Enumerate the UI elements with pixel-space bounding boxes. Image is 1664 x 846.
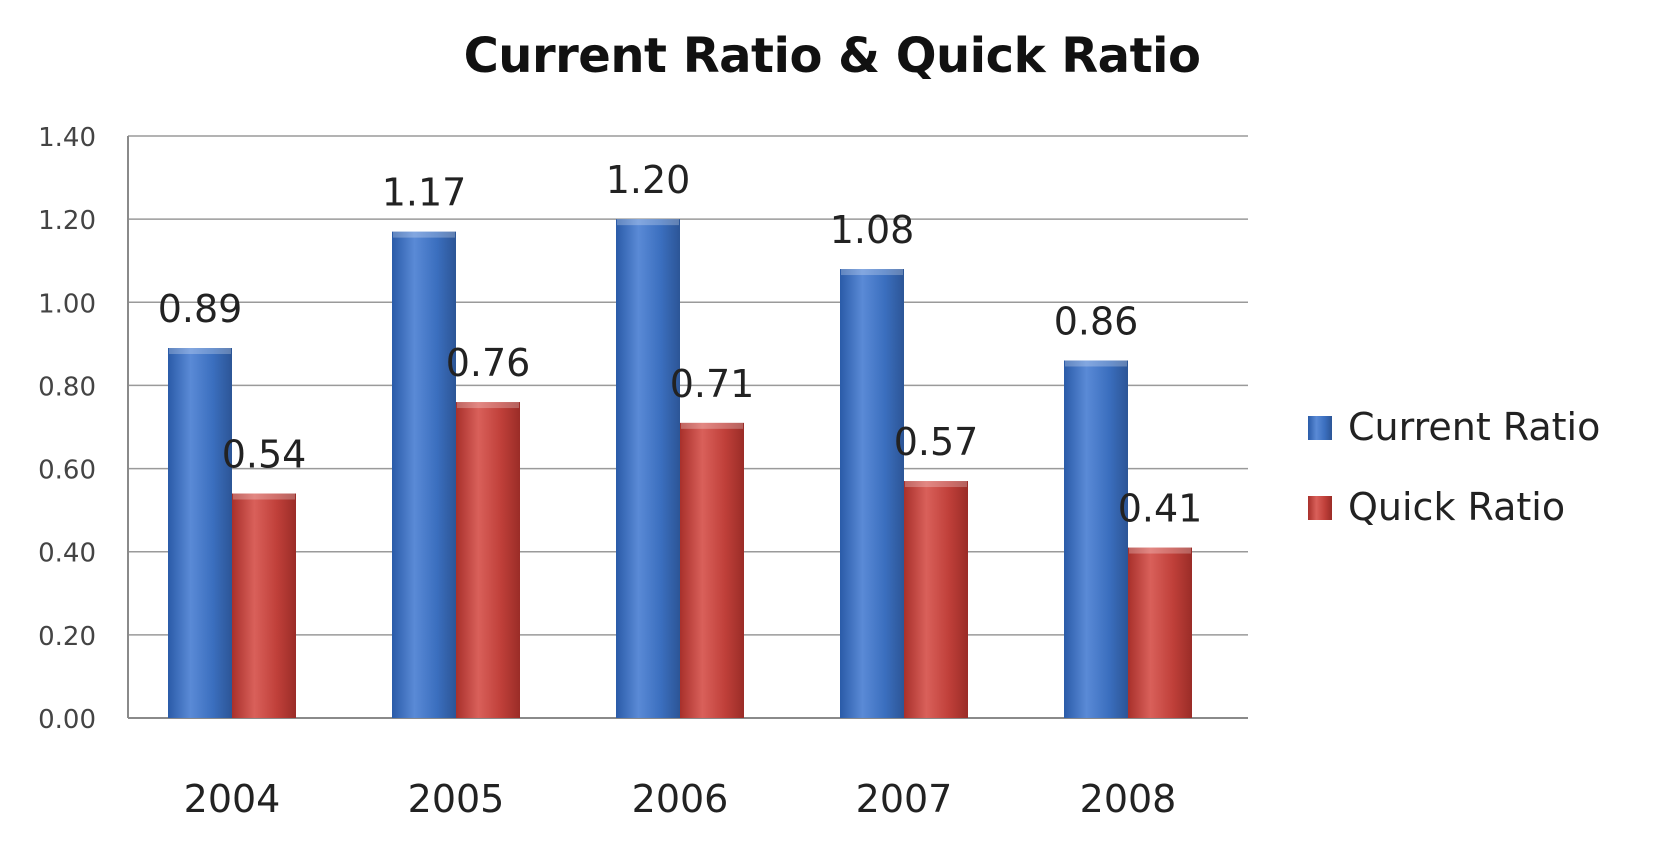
bar-top-highlight: [233, 493, 295, 500]
bar-top-highlight: [617, 219, 679, 226]
bar-top-highlight: [905, 481, 967, 488]
y-tick-label: 0.80: [38, 372, 96, 402]
data-label: 0.41: [1118, 487, 1203, 531]
bar-top-highlight: [169, 348, 231, 355]
y-tick-label: 1.40: [38, 123, 96, 153]
y-tick-label: 1.00: [38, 289, 96, 319]
bar-top-highlight: [681, 422, 743, 429]
x-tick-label: 2004: [184, 777, 281, 821]
bar-current-ratio: [168, 348, 232, 718]
bar-top-highlight: [457, 402, 519, 409]
x-tick-label: 2006: [632, 777, 729, 821]
bar-top-highlight: [841, 269, 903, 276]
data-label: 0.54: [222, 433, 307, 477]
data-label: 0.71: [670, 362, 755, 406]
data-label: 1.17: [382, 171, 467, 215]
data-label: 1.08: [830, 208, 915, 252]
data-label: 0.76: [446, 341, 531, 385]
x-tick-label: 2007: [856, 777, 953, 821]
legend-swatch-current-ratio: [1308, 416, 1332, 440]
data-label: 0.86: [1054, 299, 1139, 343]
data-label: 0.89: [158, 287, 243, 331]
bar-quick-ratio: [680, 422, 744, 718]
y-tick-label: 0.20: [38, 622, 96, 652]
bar-current-ratio: [392, 231, 456, 718]
legend-label-current-ratio: Current Ratio: [1348, 405, 1600, 449]
y-tick-label: 0.00: [38, 705, 96, 735]
y-tick-label: 1.20: [38, 206, 96, 236]
data-labels-layer: 0.89 0.54 1.17 0.76 1.20 0.71 1.08 0.57 0.86 0.41: [158, 158, 1203, 530]
legend-swatch-quick-ratio: [1308, 496, 1332, 520]
bar-quick-ratio: [456, 402, 520, 718]
bar-top-highlight: [1065, 360, 1127, 367]
bar-current-ratio: [616, 219, 680, 718]
y-tick-label: 0.60: [38, 456, 96, 486]
bar-top-highlight: [393, 231, 455, 238]
x-tick-label: 2008: [1080, 777, 1177, 821]
chart-title: Current Ratio & Quick Ratio: [463, 28, 1201, 84]
bar-current-ratio: [840, 269, 904, 718]
bar-quick-ratio: [904, 481, 968, 718]
bar-current-ratio: [1064, 360, 1128, 718]
x-tick-label: 2005: [408, 777, 505, 821]
bar-top-highlight: [1129, 547, 1191, 554]
bar-quick-ratio: [1128, 547, 1192, 718]
legend-label-quick-ratio: Quick Ratio: [1348, 485, 1565, 529]
legend: Current Ratio Quick Ratio: [1308, 405, 1600, 529]
axis-layer: 0.00 0.20 0.40 0.60 0.80 1.00 1.20 1.40 2004 2005…: [38, 123, 1248, 821]
data-label: 0.57: [894, 420, 979, 464]
bar-quick-ratio: [232, 493, 296, 718]
data-label: 1.20: [606, 158, 691, 202]
bars-layer: [168, 219, 1192, 718]
y-tick-label: 0.40: [38, 539, 96, 569]
